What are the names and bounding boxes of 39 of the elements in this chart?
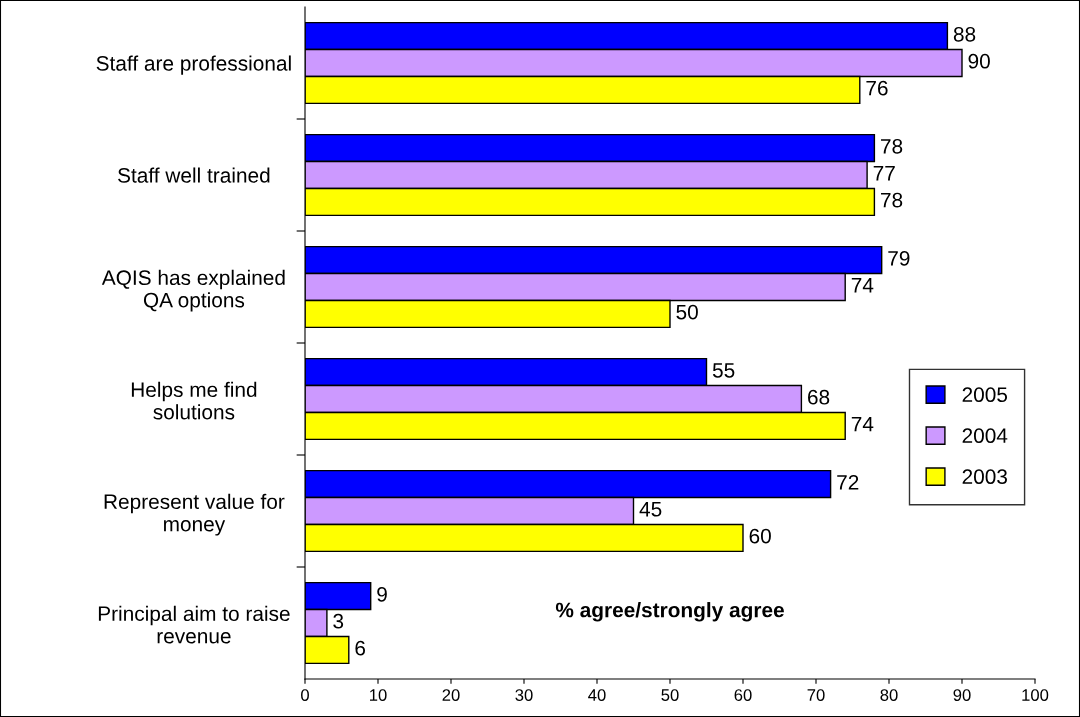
data-label: 3 [333, 613, 344, 629]
legend-label: 2004 [962, 428, 1008, 444]
x-tick-label: 90 [953, 689, 971, 701]
data-label: 78 [881, 192, 903, 208]
data-label: 45 [639, 502, 662, 517]
annotation: % agree/strongly agree [555, 602, 784, 622]
y-tick-label: Staff well trained [118, 167, 270, 183]
data-label: 76 [866, 80, 888, 96]
data-label: 79 [888, 250, 910, 266]
x-tick-label: 0 [301, 689, 309, 701]
legend-label: 2003 [962, 469, 1008, 485]
data-label: 78 [881, 138, 903, 154]
x-tick-label: 40 [588, 689, 606, 701]
data-label: 55 [712, 363, 735, 378]
y-tick-label: Staff are professional [96, 55, 291, 75]
data-label: 9 [377, 586, 387, 602]
legend-label: 2005 [962, 387, 1008, 403]
data-label: 77 [873, 166, 895, 181]
data-label: 6 [355, 640, 366, 656]
y-tick-label: AQIS has explained QA options [101, 269, 285, 312]
x-tick-label: 30 [515, 689, 533, 701]
y-tick-label: Helps me find solutions [131, 381, 257, 420]
x-tick-label: 80 [880, 689, 898, 701]
y-tick-label: Represent value for money [104, 493, 285, 536]
x-tick-label: 60 [734, 689, 752, 701]
x-tick-label: 50 [661, 689, 679, 701]
x-tick-label: 70 [807, 689, 825, 701]
data-label: 72 [837, 474, 859, 490]
x-tick-label: 10 [370, 689, 387, 701]
data-label: 68 [808, 389, 830, 405]
data-label: 74 [851, 278, 874, 293]
data-label: 50 [676, 304, 698, 320]
data-label: 74 [851, 416, 874, 432]
y-tick-label: Principal aim to raise revenue [98, 605, 290, 644]
data-label: 90 [968, 53, 990, 69]
x-tick-label: 100 [1022, 689, 1049, 701]
data-label: 60 [749, 528, 771, 544]
x-tick-label: 20 [442, 689, 460, 701]
data-label: 88 [953, 26, 976, 42]
